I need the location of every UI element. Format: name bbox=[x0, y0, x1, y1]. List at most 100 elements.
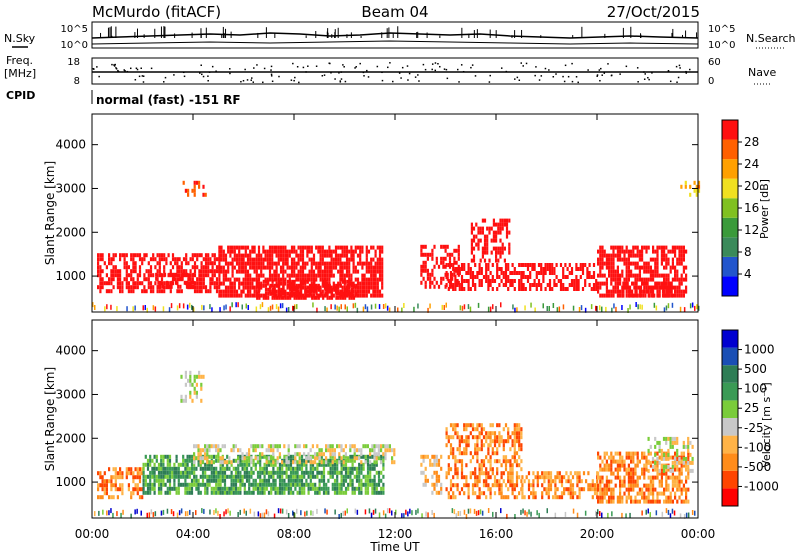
scatter-cell bbox=[376, 277, 379, 282]
scatter-cell bbox=[535, 287, 538, 291]
scatter-cell bbox=[676, 277, 679, 282]
scatter-cell bbox=[293, 273, 296, 278]
scatter-cell bbox=[574, 471, 577, 476]
scatter-cell bbox=[227, 269, 230, 274]
scatter-cell bbox=[213, 273, 216, 278]
scatter-cell bbox=[476, 435, 479, 440]
scatter-cell bbox=[472, 226, 476, 231]
scatter-cell bbox=[177, 482, 180, 487]
scatter-cell bbox=[254, 478, 257, 483]
scatter-cell bbox=[599, 269, 602, 274]
scatter-cell bbox=[605, 467, 608, 472]
scatter-cell bbox=[381, 293, 384, 298]
scatter-cell bbox=[273, 249, 276, 254]
scatter-cell bbox=[309, 448, 312, 453]
scatter-cell bbox=[458, 451, 461, 456]
scatter-cell bbox=[487, 443, 490, 448]
scatter-cell bbox=[362, 466, 365, 471]
scatter-cell bbox=[249, 261, 252, 266]
scatter-cell bbox=[433, 486, 436, 491]
scatter-cell bbox=[616, 495, 619, 500]
scatter-cell bbox=[665, 456, 668, 461]
scatter-cell bbox=[674, 245, 677, 250]
scatter-cell bbox=[243, 474, 246, 479]
scatter-cell bbox=[103, 261, 106, 266]
ground-scatter-cell bbox=[671, 302, 674, 308]
scatter-cell bbox=[323, 265, 327, 270]
scatter-cell bbox=[197, 444, 200, 449]
scatter-cell bbox=[292, 490, 295, 495]
scatter-cell bbox=[374, 269, 377, 274]
scatter-cell bbox=[507, 439, 510, 444]
scatter-cell bbox=[97, 495, 100, 500]
ground-scatter-cell bbox=[182, 303, 185, 309]
scatter-cell bbox=[467, 271, 470, 275]
scatter-cell bbox=[296, 460, 299, 465]
scatter-cell bbox=[671, 455, 674, 460]
scatter-cell bbox=[152, 257, 155, 262]
scatter-cell bbox=[564, 287, 567, 291]
scatter-cell bbox=[667, 475, 670, 480]
scatter-cell bbox=[310, 269, 313, 274]
scatter-cell bbox=[648, 293, 651, 298]
scatter-cell bbox=[138, 475, 142, 480]
scatter-cell bbox=[232, 478, 235, 483]
scatter-cell bbox=[619, 281, 622, 286]
scatter-cell bbox=[308, 287, 312, 292]
scatter-cell bbox=[485, 471, 488, 476]
ground-scatter-cell bbox=[427, 307, 429, 313]
scatter-cell bbox=[621, 257, 624, 262]
scatter-cell bbox=[300, 295, 303, 300]
scatter-cell bbox=[239, 474, 242, 479]
scatter-cell bbox=[259, 456, 262, 461]
scatter-cell bbox=[110, 479, 113, 484]
scatter-cell bbox=[691, 460, 694, 465]
scatter-cell bbox=[520, 275, 523, 279]
scatter-cell bbox=[207, 269, 210, 274]
scatter-cell bbox=[568, 271, 571, 275]
scatter-cell bbox=[682, 451, 685, 456]
scatter-cell bbox=[348, 289, 351, 294]
scatter-cell bbox=[643, 265, 646, 270]
scatter-cell bbox=[200, 269, 203, 274]
scatter-cell bbox=[213, 285, 216, 290]
scatter-cell bbox=[599, 467, 602, 472]
scatter-cell bbox=[354, 265, 357, 270]
scatter-cell bbox=[253, 245, 256, 250]
scatter-cell bbox=[533, 267, 536, 271]
scatter-cell bbox=[219, 448, 222, 453]
scatter-cell bbox=[195, 444, 198, 449]
scatter-cell bbox=[282, 295, 285, 300]
scatter-cell bbox=[273, 273, 276, 278]
scatter-cell bbox=[533, 283, 536, 287]
ground-scatter-cell bbox=[481, 510, 484, 516]
scatter-cell bbox=[204, 474, 207, 479]
scatter-cell bbox=[292, 460, 295, 465]
scatter-cell bbox=[268, 273, 272, 278]
scatter-cell bbox=[587, 483, 590, 488]
ground-scatter-cell bbox=[554, 512, 557, 518]
scatter-cell bbox=[313, 279, 316, 284]
scatter-cell bbox=[287, 454, 290, 459]
scatter-cell bbox=[447, 467, 450, 472]
scatter-cell bbox=[372, 285, 375, 290]
scatter-cell bbox=[435, 256, 438, 261]
scatter-cell bbox=[562, 283, 565, 287]
scatter-cell bbox=[317, 283, 320, 288]
scatter-cell bbox=[373, 456, 376, 461]
scatter-cell bbox=[349, 470, 352, 475]
freq-mark bbox=[644, 73, 646, 75]
scatter-cell bbox=[254, 482, 257, 487]
scatter-cell bbox=[305, 462, 308, 467]
scatter-cell bbox=[356, 285, 360, 290]
scatter-cell bbox=[202, 285, 205, 290]
scatter-cell bbox=[595, 279, 598, 283]
scatter-cell bbox=[610, 459, 613, 464]
scatter-cell bbox=[340, 470, 343, 475]
scatter-cell bbox=[665, 261, 668, 266]
power-colorbar-swatch bbox=[722, 159, 738, 179]
scatter-cell bbox=[307, 474, 310, 479]
scatter-cell bbox=[223, 444, 226, 449]
scatter-cell bbox=[456, 475, 459, 480]
scatter-cell bbox=[578, 495, 581, 500]
